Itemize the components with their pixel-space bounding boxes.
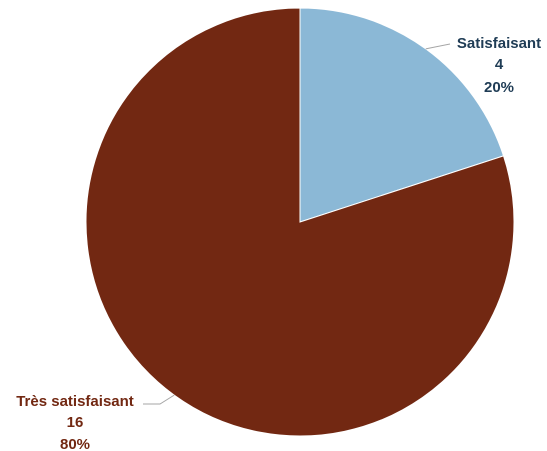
slice-label-name: Satisfaisant [457,35,541,52]
slice-label-percent: 80% [60,436,90,451]
leader-line-1 [143,394,175,405]
leader-line-0 [425,43,451,50]
slice-label-satisfaisant: Satisfaisant 4 20% [457,35,541,96]
slice-label-tres-satisfaisant: Très satisfaisant 16 80% [16,393,134,451]
slice-label-name: Très satisfaisant [16,393,134,410]
leader-lines [143,43,451,405]
slice-label-value: 4 [495,56,504,73]
slice-label-value: 16 [67,414,84,431]
pie-slices [85,7,515,437]
slice-label-percent: 20% [484,79,514,96]
pie-slice-1 [85,7,515,437]
pie-slice-0 [299,7,505,223]
